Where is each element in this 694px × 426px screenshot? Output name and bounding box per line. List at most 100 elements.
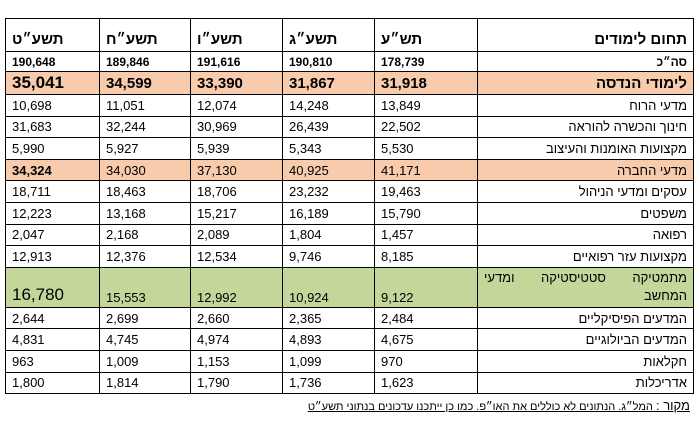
row-value: 1,153 <box>190 349 283 373</box>
row-value: 1,009 <box>99 349 191 373</box>
table-row: מקצועות האומנות והעיצוב 5,530 5,343 5,939 5,… <box>5 137 694 160</box>
row-value: 5,530 <box>374 137 478 160</box>
row-value: 190,648 <box>5 51 100 72</box>
table-row: משפטים 15,790 16,189 15,217 13,168 12,223 <box>5 201 694 225</box>
row-label: מקצועות עזר רפואיים <box>477 245 694 268</box>
row-value: 12,223 <box>5 201 100 225</box>
row-value: 2,484 <box>374 306 478 330</box>
row-label: לימודי הנדסה <box>477 71 694 95</box>
row-value: 1,790 <box>190 371 283 395</box>
row-value: 40,925 <box>282 158 375 182</box>
row-value: 10,924 <box>282 266 375 308</box>
table-row: לימודי הנדסה 31,918 31,867 33,390 34,599 35,0… <box>5 71 694 95</box>
row-value: 30,969 <box>190 115 283 139</box>
row-label: מתמטיקה סטטיסטיקה ומדעי המחשב <box>477 266 694 308</box>
table-row: עסקים ומדעי הניהול 19,463 23,232 18,706 18,4… <box>5 180 694 203</box>
row-value: 12,376 <box>99 245 191 268</box>
row-value: 8,185 <box>374 245 478 268</box>
row-value: 4,745 <box>99 328 191 351</box>
row-value: 34,030 <box>99 158 191 182</box>
row-value: 14,248 <box>282 94 375 117</box>
row-value: 37,130 <box>190 158 283 182</box>
header-field: תחום לימודים <box>477 18 694 52</box>
row-value: 19,463 <box>374 180 478 203</box>
row-label: סה״כ <box>477 51 694 72</box>
row-value: 34,599 <box>99 71 191 95</box>
row-value: 178,739 <box>374 51 478 72</box>
row-value: 2,047 <box>5 223 100 247</box>
row-value: 2,168 <box>99 223 191 247</box>
row-label: עסקים ומדעי הניהול <box>477 180 694 203</box>
row-value: 11,051 <box>99 94 191 117</box>
row-value: 2,089 <box>190 223 283 247</box>
row-label: חינוך והכשרה להוראה <box>477 115 694 139</box>
table-row: מדעי הרוח 13,849 14,248 12,074 11,051 10,698 <box>5 94 694 117</box>
row-value: 16,780 <box>5 266 100 308</box>
row-value: 1,800 <box>5 371 100 395</box>
row-label: המדעים הפיסיקליים <box>477 306 694 330</box>
enrollment-table: תחום לימודים תש״ע תשע״ג תשע״ו תשע״ח תשע״… <box>5 18 694 395</box>
header-row: תחום לימודים תש״ע תשע״ג תשע״ו תשע״ח תשע״… <box>5 18 694 52</box>
table-row: חינוך והכשרה להוראה 22,502 26,439 30,969 32,… <box>5 115 694 139</box>
row-label: אדריכלות <box>477 371 694 395</box>
row-value: 963 <box>5 349 100 373</box>
row-value: 18,706 <box>190 180 283 203</box>
row-value: 15,790 <box>374 201 478 225</box>
row-value: 31,867 <box>282 71 375 95</box>
row-value: 2,365 <box>282 306 375 330</box>
row-value: 4,974 <box>190 328 283 351</box>
row-value: 23,232 <box>282 180 375 203</box>
row-value: 4,831 <box>5 328 100 351</box>
row-value: 2,644 <box>5 306 100 330</box>
row-value: 9,746 <box>282 245 375 268</box>
source-text: המל״ג. הנתונים לא כוללים את האו״פ. כמו כ… <box>307 401 653 413</box>
row-value: 5,990 <box>5 137 100 160</box>
row-value: 15,217 <box>190 201 283 225</box>
row-value: 12,992 <box>190 266 283 308</box>
row-value: 13,168 <box>99 201 191 225</box>
row-value: 2,660 <box>190 306 283 330</box>
row-value: 1,736 <box>282 371 375 395</box>
row-value: 10,698 <box>5 94 100 117</box>
row-value: 12,074 <box>190 94 283 117</box>
row-label: מדעי החברה <box>477 158 694 182</box>
row-value: 191,616 <box>190 51 283 72</box>
row-value: 1,804 <box>282 223 375 247</box>
source-note: מקור : המל״ג. הנתונים לא כוללים את האו״פ… <box>308 398 690 413</box>
row-value: 18,711 <box>5 180 100 203</box>
header-year: תשע״ח <box>99 18 191 52</box>
row-label: חקלאות <box>477 349 694 373</box>
table-row: מדעי החברה 41,171 40,925 37,130 34,030 34,324 <box>5 158 694 182</box>
row-value: 31,683 <box>5 115 100 139</box>
row-value: 41,171 <box>374 158 478 182</box>
table-row: המדעים הביולוגיים 4,675 4,893 4,974 4,745 4,8… <box>5 328 694 351</box>
row-value: 34,324 <box>5 158 100 182</box>
header-year: תשע״ט <box>5 18 100 52</box>
table-row: המדעים הפיסיקליים 2,484 2,365 2,660 2,699 2,6… <box>5 306 694 330</box>
table-row: רפואה 1,457 1,804 2,089 2,168 2,047 <box>5 223 694 247</box>
row-value: 16,189 <box>282 201 375 225</box>
table-row: סה״כ 178,739 190,810 191,616 189,846 190,648 <box>5 51 694 72</box>
row-value: 12,534 <box>190 245 283 268</box>
row-value: 12,913 <box>5 245 100 268</box>
header-year: תשע״ו <box>190 18 283 52</box>
row-value: 189,846 <box>99 51 191 72</box>
row-value: 4,893 <box>282 328 375 351</box>
row-value: 35,041 <box>5 71 100 95</box>
table-row: מקצועות עזר רפואיים 8,185 9,746 12,534 12,37… <box>5 245 694 268</box>
row-value: 5,939 <box>190 137 283 160</box>
table-row: חקלאות 970 1,099 1,153 1,009 963 <box>5 349 694 373</box>
row-value: 9,122 <box>374 266 478 308</box>
row-value: 1,099 <box>282 349 375 373</box>
row-value: 18,463 <box>99 180 191 203</box>
row-label: מקצועות האומנות והעיצוב <box>477 137 694 160</box>
row-value: 4,675 <box>374 328 478 351</box>
header-year: תש״ע <box>374 18 478 52</box>
row-value: 31,918 <box>374 71 478 95</box>
row-value: 15,553 <box>99 266 191 308</box>
row-value: 2,699 <box>99 306 191 330</box>
row-value: 970 <box>374 349 478 373</box>
row-label: רפואה <box>477 223 694 247</box>
row-value: 1,814 <box>99 371 191 395</box>
table-row: אדריכלות 1,623 1,736 1,790 1,814 1,800 <box>5 371 694 395</box>
